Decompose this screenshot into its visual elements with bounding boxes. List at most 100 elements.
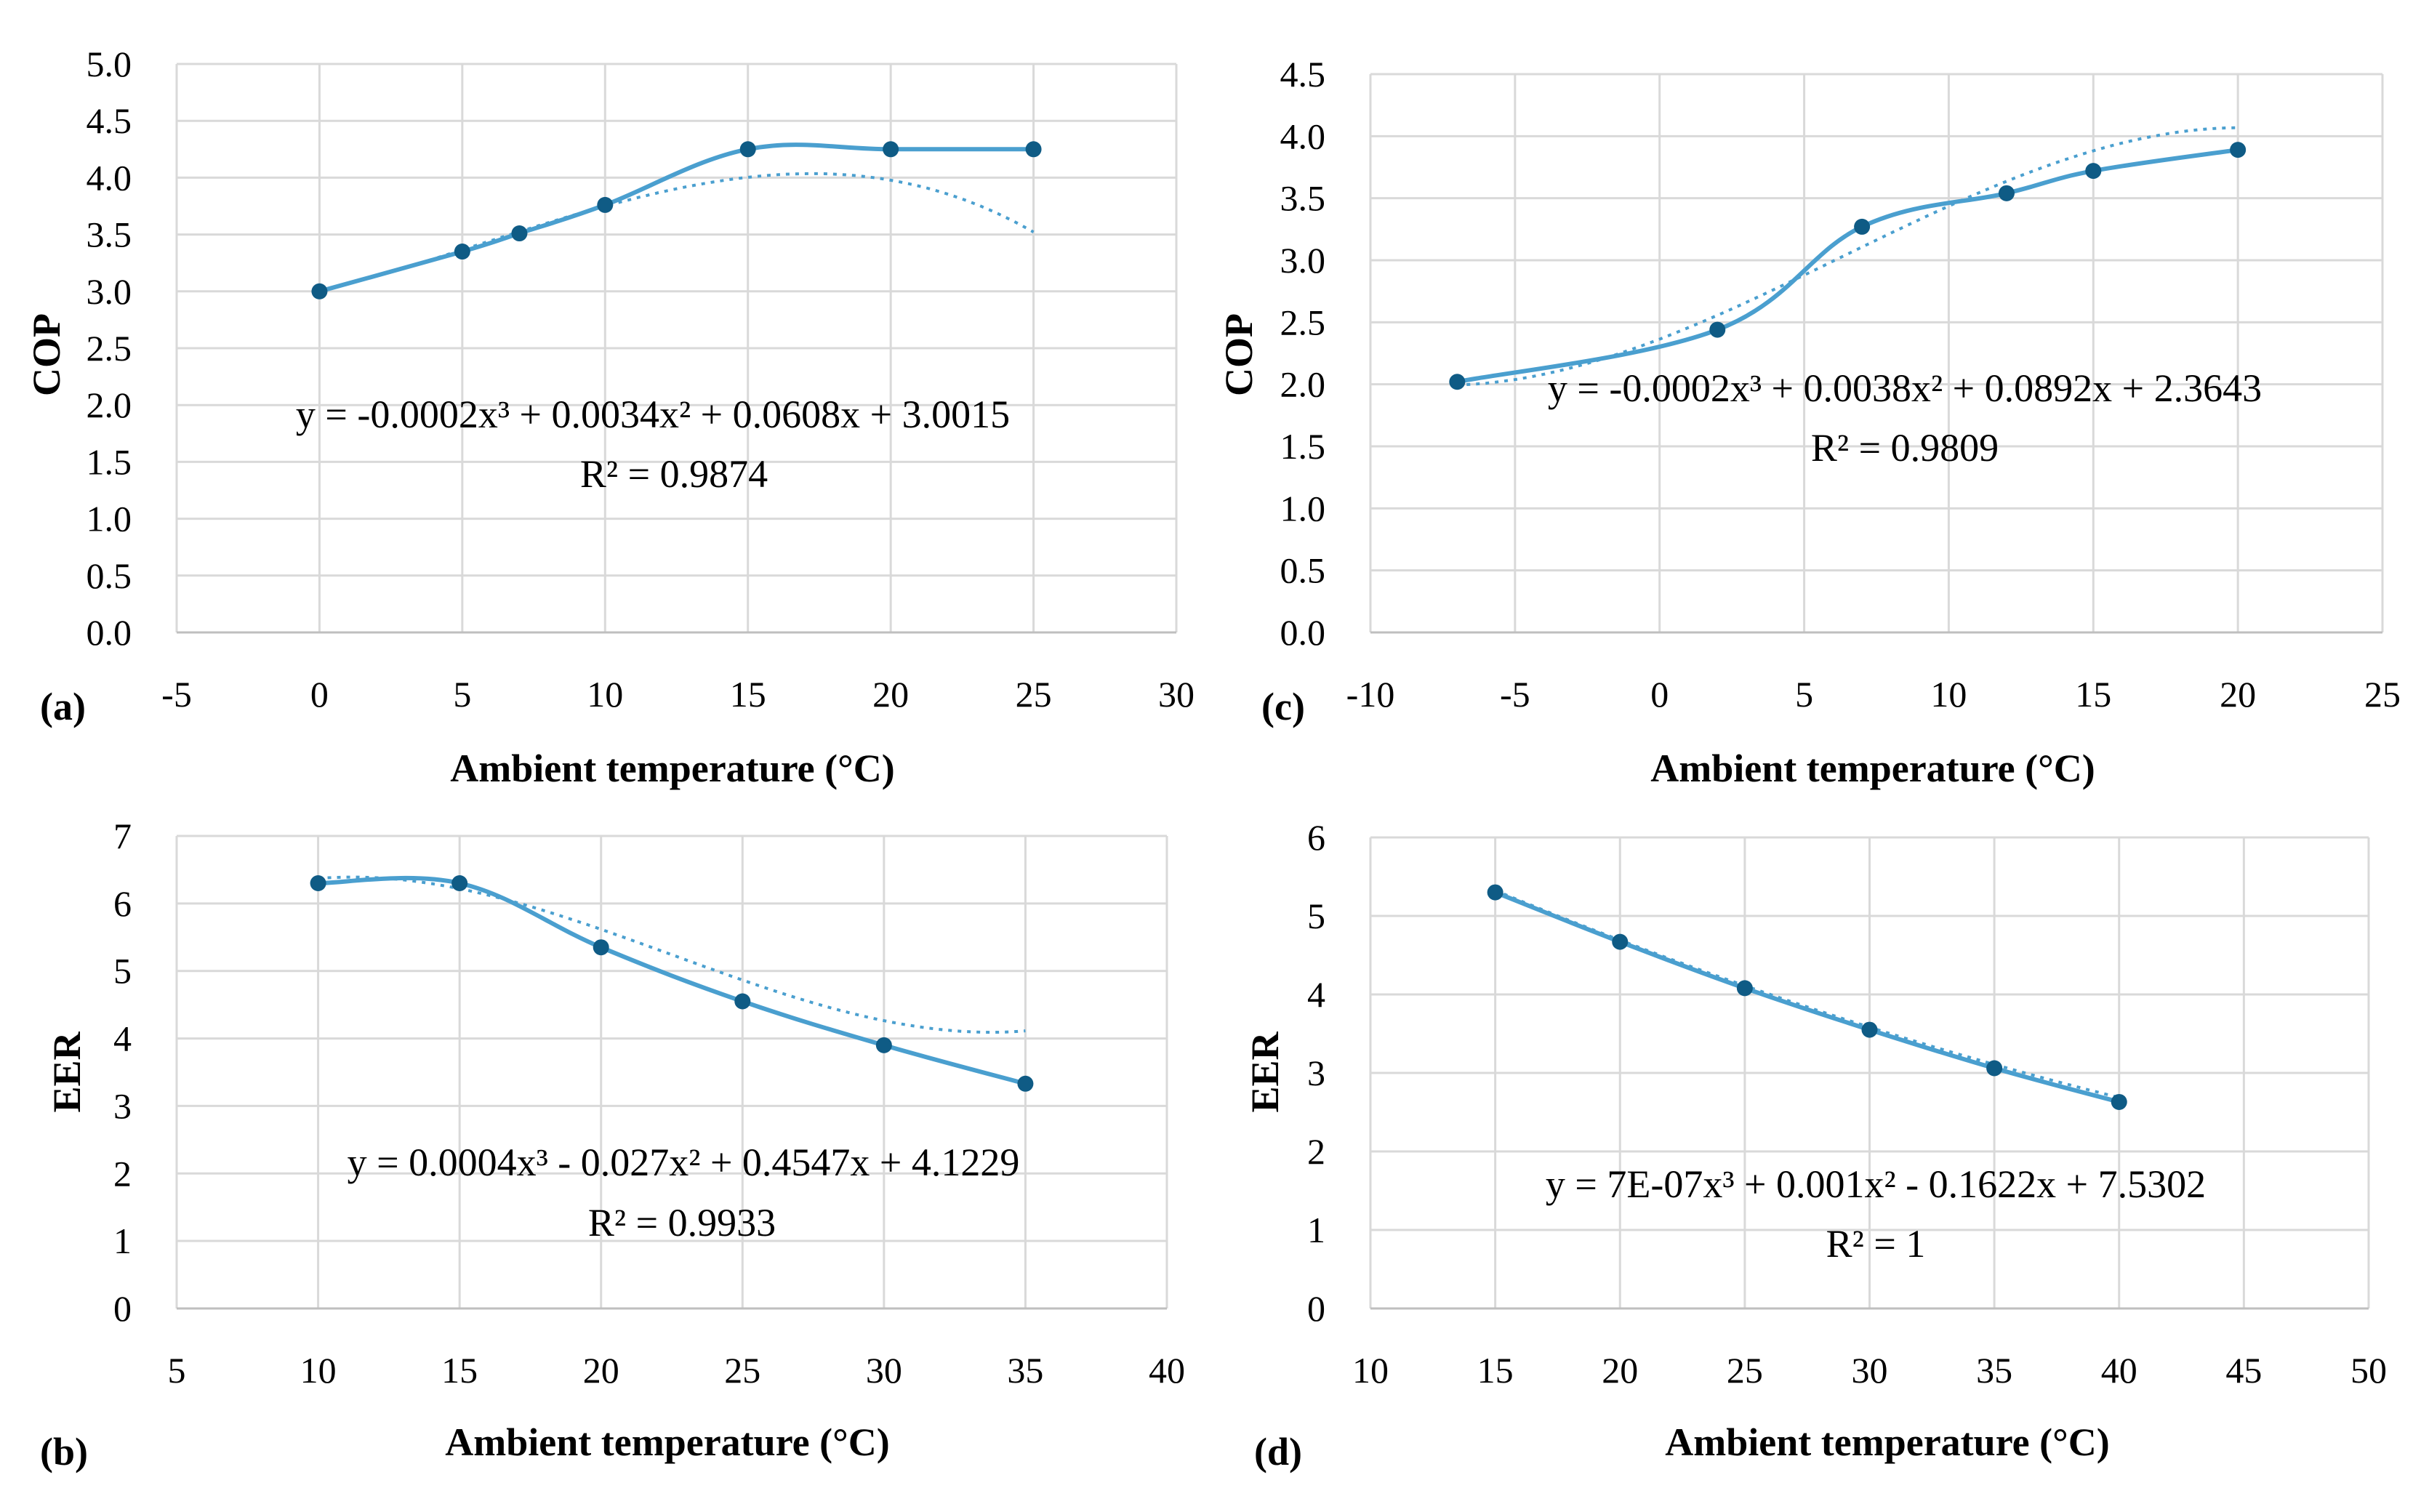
axis-tick-labels: -5 0 5 10 15 20 25 30 0.0 0.5 1.0 1.5 2.0 2.5 3.0 3.5 4.… [87,44,1195,715]
chart-panel-a: -5 0 5 10 15 20 25 30 0.0 0.5 1.0 1.5 2.0 2.5 3.0 3.5 4.… [25,44,1195,790]
r-squared-label: R² = 0.9874 [580,452,768,496]
y-tick-label: 4.0 [1280,116,1326,156]
x-axis-title: Ambient temperature (°C) [1665,1420,2109,1464]
x-tick-label: 35 [1976,1350,2012,1391]
trendline-poly3 [1494,889,2120,1099]
trendline-equation: y = -0.0002x³ + 0.0034x² + 0.0608x + 3.0… [296,393,1010,436]
y-tick-label: 2 [1307,1131,1325,1172]
x-tick-label: -5 [1500,674,1530,715]
y-tick-label: 3.0 [1280,240,1326,281]
data-points [310,875,1034,1092]
y-tick-label: 1 [1307,1210,1325,1250]
y-tick-label: 2.0 [1280,364,1326,405]
x-tick-label: 15 [730,674,766,715]
x-tick-label: 40 [1149,1350,1185,1391]
data-point [1736,980,1753,997]
data-series-line [318,142,1034,294]
x-tick-label: 20 [2220,674,2256,715]
x-tick-label: 15 [441,1350,478,1391]
x-tick-label: 25 [1727,1350,1763,1391]
data-point [597,196,614,213]
data-point [511,225,528,242]
y-tick-label: 5 [113,951,132,992]
x-tick-label: 25 [1016,674,1052,715]
data-points [311,141,1042,299]
y-tick-label: 2.5 [87,328,132,369]
y-tick-label: 2.0 [87,385,132,425]
x-tick-label: 30 [1158,674,1195,715]
data-point [1861,1021,1878,1038]
gridlines [1369,836,2370,1310]
y-tick-label: 1.0 [1280,488,1326,528]
x-tick-label: 10 [587,674,623,715]
x-tick-label: 25 [2364,674,2401,715]
y-tick-label: 1 [113,1221,132,1261]
x-tick-label: 20 [872,674,909,715]
y-tick-label: 3.0 [87,271,132,312]
y-axis-title: EER [45,1031,89,1112]
data-point [875,1037,892,1053]
axis-tick-labels: 5 10 15 20 25 30 35 40 0 1 2 3 4 5 6 7 [113,816,1185,1391]
data-point [739,141,756,158]
y-tick-label: 4 [113,1018,132,1059]
trendline-equation: y = -0.0002x³ + 0.0038x² + 0.0892x + 2.3… [1548,366,2262,410]
y-tick-label: 3 [1307,1053,1325,1093]
x-tick-label: 5 [453,674,471,715]
data-point [2111,1093,2127,1110]
y-tick-label: 4 [1307,974,1325,1015]
panel-label: (d) [1254,1430,1302,1473]
data-point [1017,1075,1034,1092]
x-tick-label: 10 [1930,674,1967,715]
x-tick-label: -5 [161,674,192,715]
y-tick-label: 0.0 [87,612,132,653]
r-squared-label: R² = 1 [1826,1222,1926,1266]
y-tick-label: 3.5 [87,214,132,255]
x-tick-label: 0 [1650,674,1669,715]
gridlines [175,63,1178,634]
y-tick-label: 5 [1307,896,1325,936]
y-tick-label: 0.5 [1280,550,1326,591]
x-tick-label: 20 [583,1350,619,1391]
y-tick-label: 1.5 [1280,426,1326,467]
y-tick-label: 6 [1307,817,1325,858]
y-tick-label: 3.5 [1280,178,1326,219]
data-point [593,939,609,956]
chart-panel-c: -10 -5 0 5 10 15 20 25 0.0 0.5 1.0 1.5 2.0 2.5 3.0 3.5 4… [1217,54,2401,790]
data-point [1449,374,1466,390]
x-tick-label: 20 [1602,1350,1638,1391]
data-point [2230,142,2247,158]
y-tick-label: 5.0 [87,44,132,84]
trendline-equation: y = 0.0004x³ - 0.027x² + 0.4547x + 4.122… [348,1141,1020,1184]
x-tick-label: 25 [724,1350,760,1391]
x-tick-label: 0 [310,674,329,715]
y-tick-label: 1.0 [87,499,132,539]
x-tick-label: 15 [1477,1350,1514,1391]
data-point [1986,1060,2003,1077]
chart-panel-b: 5 10 15 20 25 30 35 40 0 1 2 3 4 5 6 7 EER Ambient temp… [40,816,1185,1473]
data-point [454,244,470,260]
y-axis-title: EER [1243,1031,1287,1112]
data-point [311,283,328,299]
trendline-poly3 [318,875,1026,1034]
x-tick-label: 30 [866,1350,902,1391]
data-point [1709,321,1726,338]
trendline-poly3 [318,172,1035,293]
x-axis-title: Ambient temperature (°C) [1650,747,2095,790]
x-tick-label: 10 [1352,1350,1389,1391]
y-tick-label: 0.0 [1280,612,1326,653]
data-point [2085,163,2102,180]
y-tick-label: 0 [1307,1288,1325,1329]
data-point [1854,218,1871,235]
y-tick-label: 1.5 [87,441,132,482]
x-axis-title: Ambient temperature (°C) [445,1420,889,1464]
x-tick-label: 15 [2075,674,2111,715]
r-squared-label: R² = 0.9809 [1811,426,1999,470]
y-tick-label: 2 [113,1153,132,1194]
gridlines [175,835,1168,1310]
data-point [1612,933,1629,950]
y-tick-label: 7 [113,816,132,856]
axis-tick-labels: -10 -5 0 5 10 15 20 25 0.0 0.5 1.0 1.5 2.0 2.5 3.0 3.5 4… [1280,54,2401,715]
